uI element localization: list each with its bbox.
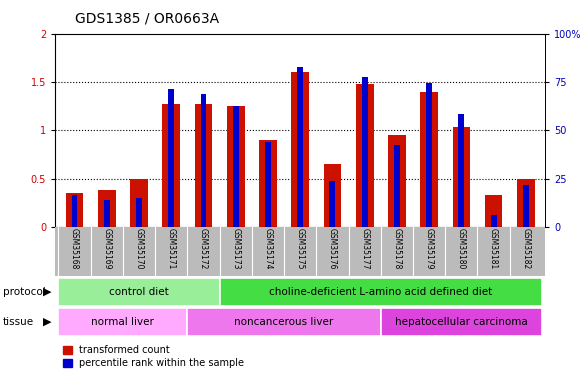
Bar — [517, 178, 535, 227]
Text: tissue: tissue — [3, 316, 34, 327]
Bar — [168, 89, 174, 227]
Bar — [136, 198, 142, 227]
Bar — [491, 215, 496, 227]
Bar — [458, 114, 464, 227]
Bar — [265, 142, 271, 227]
Text: GSM35181: GSM35181 — [489, 228, 498, 270]
Bar — [162, 104, 180, 227]
Bar — [362, 77, 368, 227]
Bar — [194, 104, 212, 227]
Bar — [98, 190, 115, 227]
Bar — [380, 308, 542, 336]
Text: GSM35179: GSM35179 — [425, 228, 434, 270]
Bar — [420, 92, 438, 227]
Text: GDS1385 / OR0663A: GDS1385 / OR0663A — [75, 11, 219, 25]
Text: GSM35174: GSM35174 — [263, 228, 273, 270]
Bar — [233, 106, 238, 227]
Text: GSM35171: GSM35171 — [166, 228, 176, 270]
Bar — [452, 128, 470, 227]
Text: GSM35172: GSM35172 — [199, 228, 208, 270]
Legend: transformed count, percentile rank within the sample: transformed count, percentile rank withi… — [63, 345, 244, 368]
Bar — [324, 164, 341, 227]
Text: GSM35176: GSM35176 — [328, 228, 337, 270]
Text: GSM35180: GSM35180 — [457, 228, 466, 270]
Bar — [426, 83, 432, 227]
Text: GSM35169: GSM35169 — [102, 228, 111, 270]
Text: GSM35168: GSM35168 — [70, 228, 79, 270]
Bar — [130, 178, 148, 227]
Bar — [59, 278, 220, 306]
Bar — [297, 67, 303, 227]
Text: GSM35175: GSM35175 — [296, 228, 304, 270]
Text: GSM35178: GSM35178 — [393, 228, 401, 270]
Text: protocol: protocol — [3, 286, 46, 297]
Text: GSM35177: GSM35177 — [360, 228, 369, 270]
Bar — [104, 200, 110, 227]
Bar — [259, 140, 277, 227]
Text: ▶: ▶ — [42, 316, 51, 327]
Text: choline-deficient L-amino acid defined diet: choline-deficient L-amino acid defined d… — [269, 286, 492, 297]
Bar — [66, 193, 84, 227]
Text: control diet: control diet — [109, 286, 169, 297]
Bar — [394, 145, 400, 227]
Bar — [71, 195, 77, 227]
Bar — [356, 84, 374, 227]
Bar — [201, 94, 206, 227]
Bar — [187, 308, 380, 336]
Text: normal liver: normal liver — [92, 316, 154, 327]
Bar — [227, 106, 245, 227]
Text: noncancerous liver: noncancerous liver — [234, 316, 334, 327]
Bar — [59, 308, 187, 336]
Bar — [291, 72, 309, 227]
Text: GSM35170: GSM35170 — [135, 228, 143, 270]
Text: ▶: ▶ — [42, 286, 51, 297]
Bar — [485, 195, 502, 227]
Bar — [329, 180, 335, 227]
Text: GSM35182: GSM35182 — [521, 228, 530, 270]
Bar — [388, 135, 406, 227]
Text: hepatocellular carcinoma: hepatocellular carcinoma — [395, 316, 528, 327]
Bar — [220, 278, 542, 306]
Bar — [523, 185, 529, 227]
Text: GSM35173: GSM35173 — [231, 228, 240, 270]
